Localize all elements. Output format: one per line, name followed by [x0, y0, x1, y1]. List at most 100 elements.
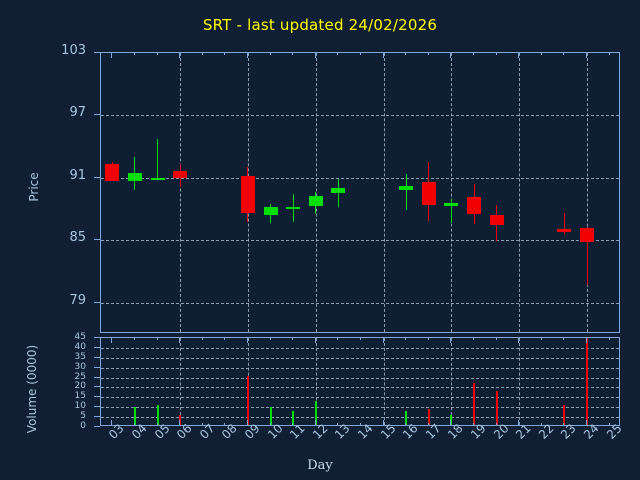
volume-bar [156, 405, 159, 425]
day-tick [586, 337, 588, 343]
day-tick [224, 423, 226, 426]
day-tick [473, 337, 475, 340]
day-tick [133, 423, 135, 426]
volume-tick [94, 356, 100, 358]
volume-tick-label: 5 [80, 411, 86, 422]
price-tick [94, 239, 100, 241]
volume-tick [94, 346, 100, 348]
day-tick [518, 52, 520, 58]
day-tick [224, 52, 226, 55]
candle-body [467, 196, 482, 215]
volume-vgridline [383, 338, 385, 425]
day-axis-title: Day [307, 458, 333, 473]
day-tick [473, 423, 475, 426]
volume-tick [94, 376, 100, 378]
day-tick [405, 337, 407, 340]
candle-body [444, 202, 459, 206]
price-tick-label: 103 [61, 43, 86, 58]
volume-bar [473, 383, 476, 425]
volume-bar [133, 407, 136, 425]
day-tick [337, 423, 339, 426]
volume-tick [94, 337, 100, 338]
day-tick [405, 52, 407, 55]
price-vgridline [451, 53, 453, 332]
day-tick [179, 337, 181, 343]
volume-tick [94, 416, 100, 418]
candle-body [173, 170, 188, 178]
price-tick [94, 176, 100, 178]
price-vgridline [519, 53, 521, 332]
volume-tick-label: 45 [74, 332, 86, 342]
candle-body [286, 207, 301, 210]
volume-tick-label: 25 [74, 371, 86, 382]
day-tick [201, 52, 203, 55]
volume-tick-label: 40 [74, 341, 86, 352]
day-tick [608, 423, 610, 426]
day-tick [337, 337, 339, 340]
volume-tick-label: 20 [74, 381, 86, 392]
day-tick [405, 423, 407, 426]
price-gridline [101, 302, 619, 304]
volume-gridline [101, 377, 619, 379]
volume-bar [563, 405, 566, 425]
volume-plot-area [100, 337, 620, 426]
day-tick [111, 420, 113, 426]
candle-body [150, 177, 165, 180]
day-tick [608, 52, 610, 55]
volume-bar [292, 411, 295, 425]
day-tick [563, 337, 565, 340]
volume-bar [179, 415, 182, 425]
volume-bar [450, 415, 453, 425]
day-tick [563, 423, 565, 426]
candle-body [421, 182, 436, 205]
volume-tick [94, 366, 100, 368]
volume-gridline [101, 387, 619, 389]
price-tick [94, 52, 100, 53]
chart-title: SRT - last updated 24/02/2026 [202, 16, 438, 34]
day-tick [586, 52, 588, 58]
volume-bar [314, 401, 317, 425]
day-tick [540, 337, 542, 340]
volume-gridline [101, 347, 619, 349]
volume-vgridline [519, 338, 521, 425]
day-tick [292, 52, 294, 55]
day-tick [518, 420, 520, 426]
day-tick [360, 337, 361, 340]
day-tick [314, 420, 316, 426]
day-tick [292, 337, 294, 340]
volume-tick [94, 386, 100, 388]
day-tick [495, 52, 497, 55]
price-gridline [101, 240, 619, 242]
price-vgridline [315, 53, 317, 332]
day-tick [314, 337, 316, 343]
volume-vgridline [451, 338, 453, 425]
day-tick [246, 337, 248, 343]
candle-body [308, 195, 323, 206]
day-tick [201, 337, 203, 340]
candle-body [580, 227, 595, 243]
price-gridline [101, 115, 619, 117]
volume-gridline [101, 397, 619, 399]
volume-vgridline [315, 338, 317, 425]
day-tick [111, 337, 113, 343]
day-tick [473, 52, 475, 55]
candle-wick [563, 213, 565, 235]
volume-gridline [101, 367, 619, 369]
day-tick [111, 52, 113, 58]
day-tick [382, 52, 384, 58]
day-tick [156, 52, 158, 55]
price-vgridline [383, 53, 385, 332]
day-tick [360, 52, 361, 55]
day-tick [382, 420, 384, 426]
candle-wick [405, 173, 407, 211]
price-vgridline [587, 53, 589, 332]
price-tick [94, 114, 100, 116]
day-tick [246, 52, 248, 58]
price-plot-area [100, 52, 620, 333]
candle-body [263, 207, 278, 216]
volume-tick-label: 30 [74, 361, 86, 372]
volume-tick-label: 35 [74, 351, 86, 362]
day-tick [133, 337, 135, 340]
volume-bar [586, 338, 589, 425]
